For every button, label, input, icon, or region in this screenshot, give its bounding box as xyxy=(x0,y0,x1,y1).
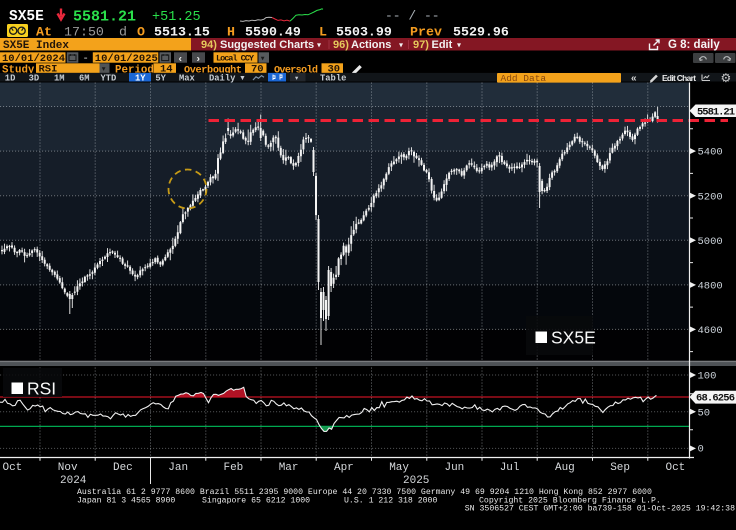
svg-text:Table: Table xyxy=(320,73,346,83)
svg-text:5581.21: 5581.21 xyxy=(697,106,735,118)
svg-text:At: At xyxy=(36,25,52,40)
svg-text:5590.49: 5590.49 xyxy=(245,25,301,40)
svg-text:Oct: Oct xyxy=(2,462,22,474)
svg-text:H: H xyxy=(227,25,235,40)
svg-text:May: May xyxy=(389,462,409,474)
svg-text:‹: ‹ xyxy=(179,52,183,64)
svg-text:«: « xyxy=(631,73,637,84)
svg-text:▾: ▾ xyxy=(399,41,403,50)
svg-text:Copyright 2025 Bloomberg Finan: Copyright 2025 Bloomberg Finance L.P. xyxy=(479,495,661,505)
svg-text:70: 70 xyxy=(251,64,264,76)
svg-text:4600: 4600 xyxy=(698,325,723,337)
svg-text:68.6256: 68.6256 xyxy=(696,393,735,405)
svg-text:10/01/2025: 10/01/2025 xyxy=(95,53,158,65)
svg-text:SN 3506527 CEST GMT+2:00 ba739: SN 3506527 CEST GMT+2:00 ba739-158 01-Oc… xyxy=(465,504,735,514)
svg-text:Dec: Dec xyxy=(113,462,133,474)
svg-text:Singapore 65 6212 1000: Singapore 65 6212 1000 xyxy=(202,495,310,505)
svg-text:Feb: Feb xyxy=(223,462,243,474)
svg-text:SX5E Index: SX5E Index xyxy=(3,40,69,52)
svg-text:▾: ▾ xyxy=(261,53,265,62)
svg-text:G 8: daily: G 8: daily xyxy=(668,39,720,51)
svg-text:Add Data: Add Data xyxy=(501,73,547,84)
svg-text:RSI: RSI xyxy=(39,64,58,76)
svg-text:Edit Chart: Edit Chart xyxy=(662,73,696,83)
svg-text:5400: 5400 xyxy=(698,147,723,159)
svg-text:Sep: Sep xyxy=(610,462,630,474)
svg-text:Japan 81 3 4565 8900: Japan 81 3 4565 8900 xyxy=(77,496,175,505)
svg-text:›: › xyxy=(197,52,201,64)
svg-text:SX5E: SX5E xyxy=(9,9,44,25)
svg-text:Prev: Prev xyxy=(410,25,442,40)
svg-text:3D: 3D xyxy=(29,73,40,83)
svg-text:Apr: Apr xyxy=(334,462,354,474)
svg-text:5000: 5000 xyxy=(698,236,723,248)
svg-text:100: 100 xyxy=(698,371,717,383)
svg-text:SX5E: SX5E xyxy=(551,328,596,348)
svg-text:6M: 6M xyxy=(79,73,90,83)
svg-text:10/01/2024: 10/01/2024 xyxy=(2,53,65,65)
svg-text:Jun: Jun xyxy=(444,462,464,474)
svg-text:2024: 2024 xyxy=(60,475,87,487)
svg-text:+51.25: +51.25 xyxy=(152,10,201,25)
svg-text:-- / --: -- / -- xyxy=(385,9,440,24)
svg-text:-: - xyxy=(83,53,89,65)
svg-text:▾: ▾ xyxy=(317,41,321,50)
svg-text:1M: 1M xyxy=(54,73,65,83)
svg-text:▾: ▾ xyxy=(102,64,106,73)
svg-text:17:50: 17:50 xyxy=(64,25,104,40)
svg-text:5Y: 5Y xyxy=(155,73,166,83)
svg-text:Local CCY: Local CCY xyxy=(216,54,255,64)
svg-text:U.S. 1 212 318 2000: U.S. 1 212 318 2000 xyxy=(344,496,437,505)
svg-text:RSI: RSI xyxy=(27,379,56,399)
svg-text:5513.15: 5513.15 xyxy=(154,25,210,40)
svg-text:Max: Max xyxy=(179,73,196,83)
svg-text:O: O xyxy=(137,25,145,40)
svg-text:Suggested Charts: Suggested Charts xyxy=(220,39,314,51)
svg-text:▾: ▾ xyxy=(457,41,461,50)
svg-text:4800: 4800 xyxy=(698,281,723,293)
svg-text:Actions: Actions xyxy=(351,39,391,51)
svg-text:5581.21: 5581.21 xyxy=(73,9,136,26)
svg-text:Daily: Daily xyxy=(209,73,236,83)
svg-text:97): 97) xyxy=(413,39,429,51)
svg-text:5200: 5200 xyxy=(698,191,723,203)
svg-text:YTD: YTD xyxy=(101,73,117,83)
svg-text:Jan: Jan xyxy=(168,462,188,474)
svg-text:5529.96: 5529.96 xyxy=(453,25,509,40)
svg-text:2025: 2025 xyxy=(403,475,429,487)
svg-text:1Y: 1Y xyxy=(135,73,146,83)
svg-text:50: 50 xyxy=(698,407,711,419)
svg-text:Aug: Aug xyxy=(555,462,575,474)
svg-text:Mar: Mar xyxy=(279,462,299,474)
svg-text:⚙: ⚙ xyxy=(721,71,732,85)
svg-text:1D: 1D xyxy=(5,73,16,83)
svg-text:▾: ▾ xyxy=(295,75,299,82)
svg-text:96): 96) xyxy=(333,39,349,51)
svg-text:5503.99: 5503.99 xyxy=(336,25,392,40)
svg-text:Australia 61 2 9777 8600 Brazi: Australia 61 2 9777 8600 Brazil 5511 239… xyxy=(77,487,652,497)
svg-text:94): 94) xyxy=(201,39,217,51)
svg-text:0: 0 xyxy=(698,443,704,455)
svg-text:Nov: Nov xyxy=(58,462,78,474)
svg-text:L: L xyxy=(319,25,327,40)
svg-text:Oct: Oct xyxy=(665,462,685,474)
svg-text:30: 30 xyxy=(328,64,341,76)
svg-text:Edit: Edit xyxy=(432,39,453,51)
svg-text:d: d xyxy=(119,25,127,40)
svg-text:14: 14 xyxy=(160,64,173,76)
svg-text:▼: ▼ xyxy=(239,75,246,82)
svg-text:Jul: Jul xyxy=(500,462,520,474)
